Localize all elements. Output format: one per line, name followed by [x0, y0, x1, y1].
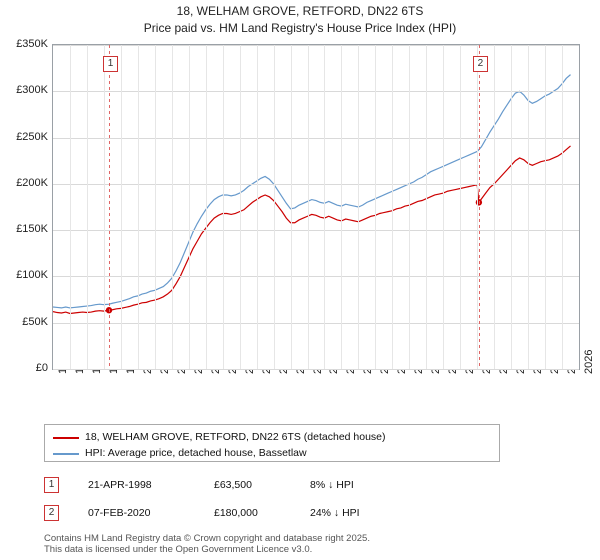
gridline-vertical	[137, 45, 139, 369]
x-axis-tick-label: 2026	[583, 349, 595, 374]
legend-label-2: HPI: Average price, detached house, Bass…	[85, 447, 307, 459]
legend-swatch-2	[53, 453, 79, 455]
gridline-vertical	[477, 45, 479, 369]
gridline-vertical	[409, 45, 411, 369]
marker-badge-2[interactable]: 2	[472, 56, 488, 72]
gridline-horizontal	[53, 369, 579, 370]
gridline-vertical	[494, 45, 496, 369]
gridline-vertical	[86, 45, 88, 369]
gridline-horizontal	[53, 276, 579, 278]
marker-line-1	[108, 45, 110, 369]
y-axis-tick-label: £300K	[16, 84, 48, 97]
gridline-vertical	[205, 45, 207, 369]
marker-line-2	[478, 45, 480, 369]
series-line-1	[53, 145, 571, 315]
gridline-vertical	[256, 45, 258, 369]
note-price-1: £63,500	[214, 479, 252, 491]
note-hpi-2: 24% ↓ HPI	[310, 507, 360, 519]
y-axis-tick-label: £250K	[16, 130, 48, 143]
gridline-vertical	[103, 45, 105, 369]
gridline-vertical	[545, 45, 547, 369]
gridline-vertical	[528, 45, 530, 369]
note-hpi-1: 8% ↓ HPI	[310, 479, 354, 491]
gridline-vertical	[341, 45, 343, 369]
gridline-horizontal	[53, 183, 579, 185]
marker-badge-1[interactable]: 1	[102, 56, 118, 72]
gridline-vertical	[222, 45, 224, 369]
note-price-2: £180,000	[214, 507, 258, 519]
gridline-vertical	[120, 45, 122, 369]
legend-swatch-1	[53, 437, 79, 439]
gridline-vertical	[392, 45, 394, 369]
gridline-vertical	[511, 45, 513, 369]
note-date-2: 07-FEB-2020	[88, 507, 151, 519]
gridline-horizontal	[53, 91, 579, 93]
gridline-horizontal	[53, 230, 579, 232]
note-date-1: 21-APR-1998	[88, 479, 152, 491]
y-axis-tick-label: £0	[35, 362, 48, 374]
gridline-vertical	[69, 45, 71, 369]
series-line-2	[53, 74, 571, 309]
note-marker-1: 1	[44, 477, 59, 493]
y-axis-tick-label: £150K	[16, 223, 48, 236]
plot-area	[52, 44, 580, 370]
gridline-vertical	[239, 45, 241, 369]
note-marker-2: 2	[44, 505, 59, 521]
gridline-vertical	[443, 45, 445, 369]
gridline-horizontal	[53, 137, 579, 139]
footer-line-2: This data is licensed under the Open Gov…	[44, 544, 313, 555]
legend-label-1: 18, WELHAM GROVE, RETFORD, DN22 6TS (det…	[85, 431, 386, 443]
footer-line-1: Contains HM Land Registry data © Crown c…	[44, 533, 370, 544]
chart-legend: 18, WELHAM GROVE, RETFORD, DN22 6TS (det…	[44, 424, 500, 462]
gridline-vertical	[290, 45, 292, 369]
page-title: 18, WELHAM GROVE, RETFORD, DN22 6TS	[176, 4, 424, 18]
gridline-vertical	[375, 45, 377, 369]
y-axis-tick-label: £100K	[16, 269, 48, 282]
gridline-vertical	[426, 45, 428, 369]
y-axis-tick-label: £200K	[16, 176, 48, 189]
chart-svg	[53, 74, 571, 315]
page-subtitle: Price paid vs. HM Land Registry's House …	[143, 21, 457, 35]
gridline-horizontal	[53, 322, 579, 324]
gridline-vertical	[562, 45, 564, 369]
gridline-vertical	[188, 45, 190, 369]
gridline-vertical	[358, 45, 360, 369]
gridline-vertical	[307, 45, 309, 369]
gridline-vertical	[154, 45, 156, 369]
gridline-vertical	[324, 45, 326, 369]
gridline-vertical	[273, 45, 275, 369]
y-axis-tick-label: £350K	[16, 38, 48, 50]
gridline-horizontal	[53, 45, 579, 46]
y-axis-tick-label: £50K	[22, 315, 48, 328]
gridline-vertical	[171, 45, 173, 369]
gridline-vertical	[460, 45, 462, 369]
